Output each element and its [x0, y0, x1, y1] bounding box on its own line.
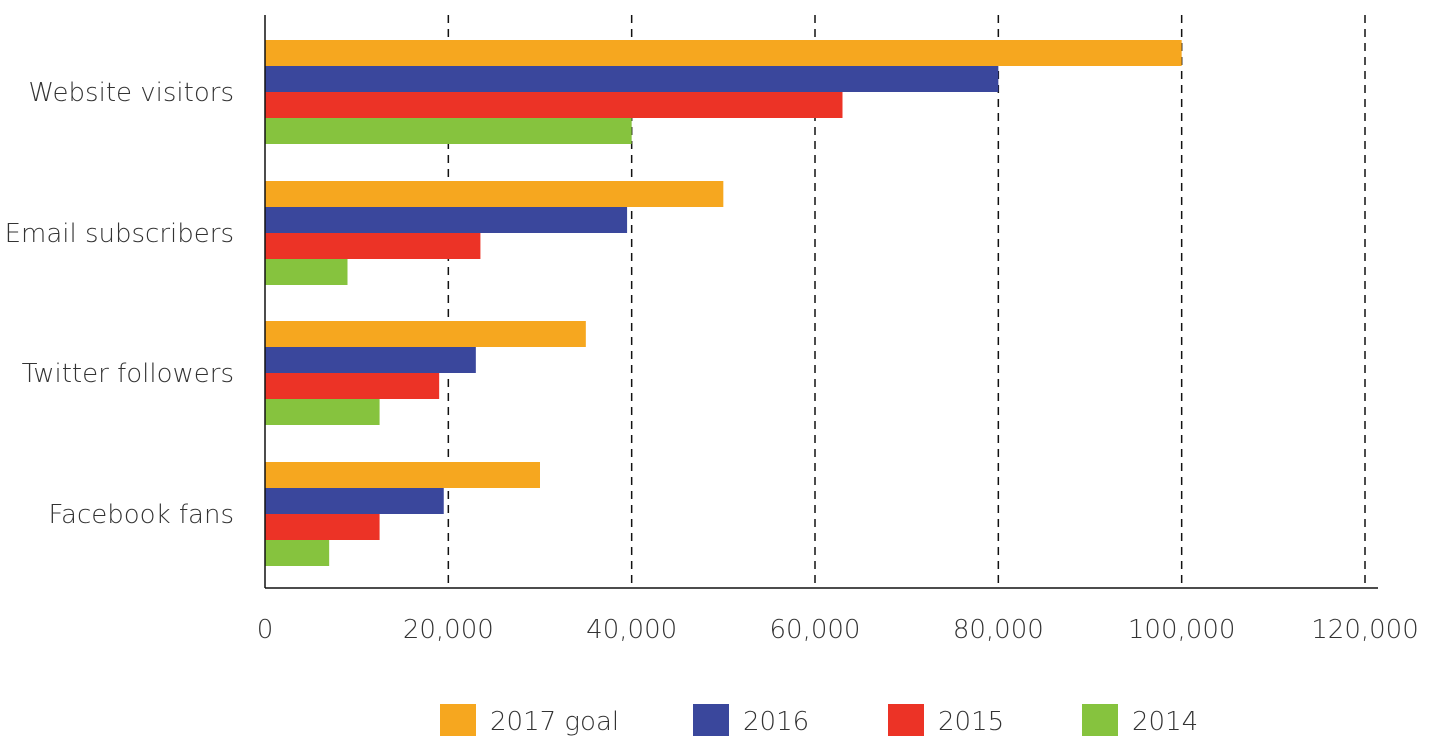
bars [265, 40, 1182, 566]
x-tick-label: 40,000 [586, 615, 677, 645]
bar-facebook-fans-2014 [265, 540, 330, 566]
bar-email-subscribers-2014 [265, 259, 348, 285]
x-tick-label: 100,000 [1128, 615, 1236, 645]
category-labels: Website visitors Email subscribers Twitter… [5, 78, 234, 530]
bar-email-subscribers-2016 [265, 207, 628, 233]
bar-email-subscribers-2015 [265, 233, 481, 259]
bar-facebook-fans-2015 [265, 514, 380, 540]
gridlines [447, 15, 1366, 588]
legend-label: 2016 [743, 707, 809, 736]
x-tick-label: 60,000 [770, 615, 861, 645]
category-label: Email subscribers [5, 219, 234, 249]
legend-swatch-2015 [888, 704, 924, 736]
bar-twitter-followers-2015 [265, 373, 440, 399]
bar-twitter-followers-2014 [265, 399, 380, 425]
x-tick-labels: 0 20,000 40,000 60,000 80,000 100,000 120,000 [257, 615, 1419, 645]
category-label: Twitter followers [22, 359, 234, 389]
bar-website-visitors-2015 [265, 92, 843, 118]
axes [264, 15, 1378, 589]
legend-label: 2015 [938, 707, 1004, 736]
legend: 2017 goal 2016 2015 2014 [440, 704, 1198, 736]
x-tick-label: 80,000 [953, 615, 1044, 645]
bar-twitter-followers-2017-goal [265, 321, 586, 347]
legend-label: 2017 goal [490, 707, 619, 736]
bar-facebook-fans-2016 [265, 488, 444, 514]
bar-website-visitors-2017-goal [265, 40, 1182, 66]
bar-website-visitors-2014 [265, 118, 632, 144]
bar-email-subscribers-2017-goal [265, 181, 724, 207]
legend-label: 2014 [1132, 707, 1198, 736]
legend-swatch-2017-goal [440, 704, 476, 736]
bar-facebook-fans-2017-goal [265, 462, 540, 488]
x-tick-label: 20,000 [403, 615, 494, 645]
x-tick-label: 120,000 [1311, 615, 1419, 645]
legend-swatch-2014 [1082, 704, 1118, 736]
x-tick-label: 0 [257, 615, 274, 645]
category-label: Facebook fans [48, 500, 234, 530]
legend-swatch-2016 [693, 704, 729, 736]
category-label: Website visitors [28, 78, 234, 108]
bar-twitter-followers-2016 [265, 347, 476, 373]
bar-website-visitors-2016 [265, 66, 999, 92]
